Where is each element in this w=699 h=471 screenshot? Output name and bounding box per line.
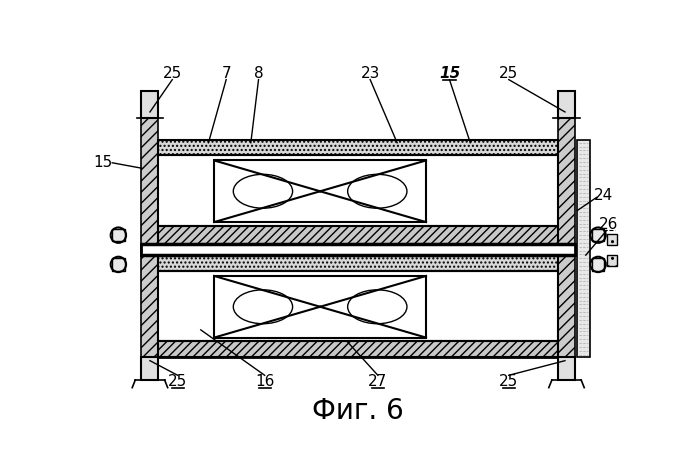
Bar	[558, 109, 575, 365]
Bar	[215, 161, 426, 222]
Text: Фиг. 6: Фиг. 6	[312, 397, 404, 425]
Text: 16: 16	[255, 374, 275, 389]
Bar	[592, 229, 604, 241]
Bar	[113, 229, 124, 241]
Bar	[159, 270, 558, 341]
Bar	[159, 226, 558, 244]
Bar	[159, 140, 172, 357]
Text: 25: 25	[163, 66, 182, 81]
Text: 15: 15	[439, 66, 460, 81]
Bar	[558, 357, 575, 380]
Bar	[607, 255, 617, 266]
Bar	[607, 235, 617, 245]
Text: 25: 25	[168, 374, 187, 389]
Text: 15: 15	[94, 155, 113, 171]
Text: 8: 8	[254, 66, 264, 81]
Text: 23: 23	[361, 66, 380, 81]
Text: 7: 7	[222, 66, 231, 81]
Bar	[141, 244, 575, 255]
Text: 26: 26	[599, 217, 619, 232]
Bar	[113, 258, 124, 270]
Bar	[159, 140, 558, 155]
Bar	[141, 109, 159, 365]
Text: 25: 25	[499, 374, 519, 389]
Bar	[141, 357, 159, 380]
Bar	[592, 258, 604, 270]
Bar	[558, 91, 575, 118]
Bar	[141, 91, 159, 118]
Bar	[159, 155, 558, 226]
Bar	[159, 341, 558, 357]
Bar	[159, 255, 558, 270]
Bar	[577, 140, 590, 357]
Bar	[545, 140, 558, 357]
Text: 27: 27	[368, 374, 387, 389]
Text: 24: 24	[594, 187, 613, 203]
Text: 25: 25	[499, 66, 519, 81]
Bar	[215, 276, 426, 338]
